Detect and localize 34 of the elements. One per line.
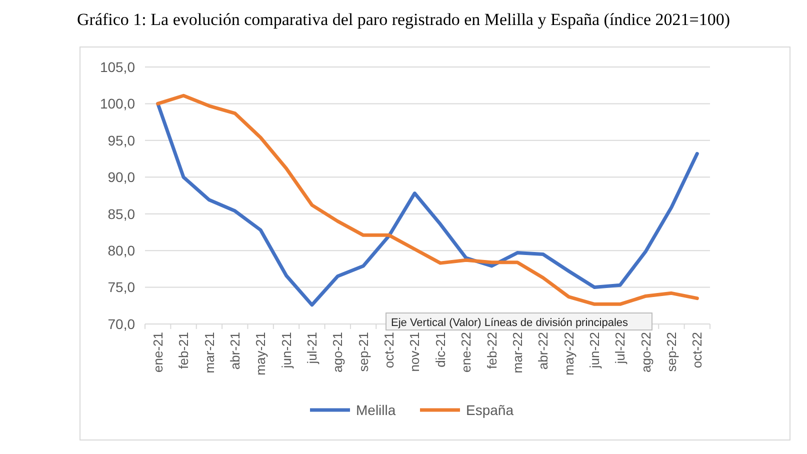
x-tick-label: feb-21 — [176, 332, 192, 369]
x-tick-label: mar-22 — [510, 332, 525, 374]
y-tick-label: 85,0 — [108, 206, 136, 222]
y-tick-label: 95,0 — [108, 132, 136, 148]
x-tick-label: jul-22 — [612, 332, 628, 365]
y-tick-label: 75,0 — [108, 279, 136, 296]
y-tick-label: 105,0 — [100, 58, 136, 75]
x-tick-label: oct-22 — [690, 332, 705, 368]
y-tick-label: 90,0 — [108, 169, 136, 186]
x-tick-label: ago-22 — [638, 332, 654, 372]
x-tick-label: sep-22 — [664, 332, 680, 372]
x-tick-label: jul-21 — [304, 332, 320, 365]
x-tick-label: ene-21 — [150, 332, 166, 372]
x-tick-label: sep-21 — [356, 332, 371, 372]
x-tick-label: ago-21 — [330, 332, 346, 372]
x-tick-label: may-21 — [253, 332, 268, 376]
x-tick-label: ene-22 — [458, 332, 474, 372]
x-tick-label: oct-21 — [382, 332, 397, 368]
x-tick-label: nov-21 — [407, 332, 422, 372]
y-tick-label: 100,0 — [100, 96, 136, 112]
x-tick-label: dic-21 — [432, 332, 448, 368]
y-tick-label: 80,0 — [108, 242, 136, 258]
x-tick-label: abr-21 — [227, 332, 242, 370]
x-tick-label: abr-22 — [536, 332, 551, 370]
legend-label: España — [466, 402, 514, 418]
legend-label: Melilla — [356, 402, 396, 418]
x-tick-label: jun-22 — [586, 332, 602, 370]
x-tick-label: may-22 — [561, 332, 576, 376]
y-tick-label: 70,0 — [108, 316, 136, 332]
chart-title: Gráfico 1: La evolución comparativa del paro registrado en Melilla y España (índice 2021=100) — [77, 10, 730, 29]
annotation: Eje Vertical (Valor) Líneas de división principales — [391, 316, 629, 329]
x-tick-label: mar-21 — [202, 332, 217, 374]
x-tick-label: feb-22 — [484, 332, 500, 369]
x-tick-label: jun-21 — [278, 332, 294, 370]
